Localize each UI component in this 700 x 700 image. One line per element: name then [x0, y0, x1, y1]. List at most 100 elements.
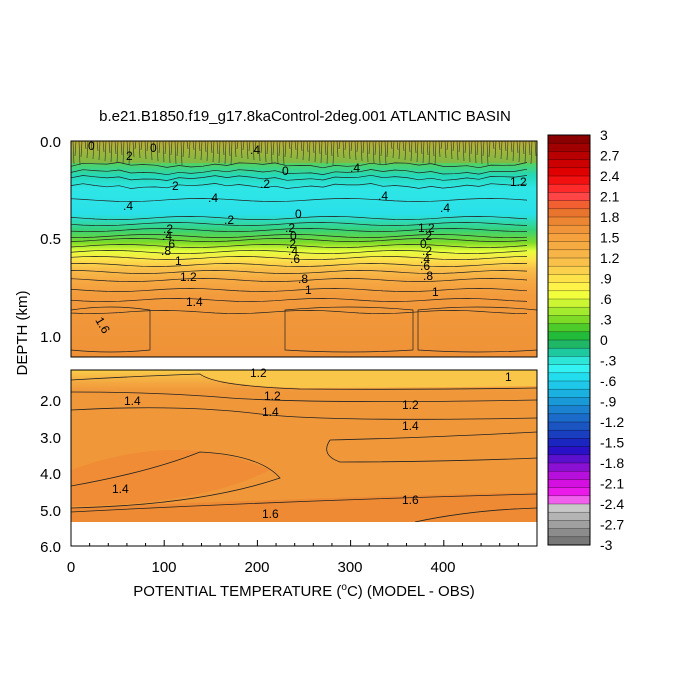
contour-line — [70, 391, 538, 402]
surface-noise-line — [228, 140, 231, 157]
surface-noise-line — [186, 140, 189, 150]
contour-label: .8 — [423, 269, 433, 283]
x-tick-label: 200 — [244, 559, 269, 576]
lower-panel: 1.2 1.2 1.4 1.4 1.2 1.4 1 1.4 1.6 1.6 — [70, 366, 538, 547]
surface-noise-line — [362, 140, 365, 154]
x-axis-labels: 0 100 200 300 400 — [67, 559, 456, 576]
surface-noise-line — [336, 140, 339, 158]
surface-noise-line — [428, 140, 431, 165]
contour-label: .2 — [285, 221, 295, 235]
contour-label: .4 — [123, 199, 133, 213]
surface-noise-line — [282, 140, 285, 166]
contour-label: 0 — [420, 237, 427, 251]
surface-noise-line — [456, 140, 459, 161]
surface-noise-line — [294, 140, 297, 151]
x-tick-label: 0 — [67, 559, 75, 576]
surface-noise-line — [440, 140, 443, 150]
surface-noise-line — [342, 140, 345, 159]
surface-noise-line — [530, 140, 533, 165]
contour-line — [70, 451, 281, 509]
surface-noise-line — [252, 140, 255, 161]
colorbar-tick-label: .3 — [600, 312, 612, 328]
colorbar-swatch — [548, 504, 590, 513]
contour-label: 0 — [150, 141, 157, 155]
colorbar-tick-label: 0 — [600, 332, 608, 348]
surface-noise-line — [234, 140, 237, 158]
surface-noise-line — [410, 140, 413, 162]
contour-label: .2 — [422, 229, 432, 243]
surface-noise-line — [398, 140, 401, 160]
contour-label: 1.2 — [264, 389, 281, 403]
surface-noise-line — [368, 140, 371, 155]
surface-noise-line — [452, 140, 455, 152]
contour-line — [70, 216, 528, 220]
surface-noise-line — [350, 140, 353, 152]
surface-noise-line — [284, 140, 287, 158]
surface-noise-line — [120, 140, 123, 156]
contour-label: .6 — [165, 237, 175, 251]
surface-noise-line — [246, 140, 249, 160]
surface-noise-line — [270, 140, 273, 164]
surface-noise-line — [122, 140, 125, 165]
contour-label: 1 — [175, 254, 182, 268]
surface-noise-line — [486, 140, 489, 166]
colorbar-tick-label: -1.2 — [600, 414, 624, 430]
surface-noise-line — [498, 140, 501, 151]
colorbar-swatch — [548, 176, 590, 185]
colorbar-swatch — [548, 479, 590, 488]
colorbar-tick-label: 2.4 — [600, 168, 620, 184]
colorbar-swatch — [548, 454, 590, 464]
surface-noise-line — [506, 140, 509, 161]
contour-line — [70, 407, 538, 420]
contour-label: 0 — [290, 229, 297, 243]
surface-noise-line — [98, 140, 101, 161]
surface-noise-line — [188, 140, 191, 159]
y-tick-label: 0.0 — [40, 134, 61, 151]
surface-noise-line — [476, 140, 479, 156]
surface-noise-line — [110, 140, 113, 163]
surface-noise-line — [134, 140, 137, 150]
surface-noise-line — [84, 140, 87, 150]
contour-label: 0 — [282, 164, 289, 178]
surface-noise-line — [348, 140, 351, 160]
surface-noise-line — [446, 140, 449, 151]
lower-panel-frame — [70, 369, 538, 547]
surface-noise-line — [80, 140, 83, 158]
colorbar-swatch — [548, 225, 590, 234]
contour-line — [70, 493, 538, 513]
surface-noise-line — [276, 140, 279, 165]
contour-label: 1.4 — [124, 394, 141, 408]
surface-noise-line — [108, 140, 111, 154]
surface-noise-line — [464, 140, 467, 154]
surface-noise-line — [522, 140, 525, 155]
contour-label: .2 — [260, 177, 270, 191]
surface-noise-line — [162, 140, 165, 163]
surface-noise-line — [92, 140, 95, 160]
contour-label: .4 — [420, 252, 430, 266]
surface-noise-line — [216, 140, 219, 155]
colorbar-frame — [547, 134, 591, 546]
surface-noise-line — [380, 140, 383, 157]
surface-noise-line — [174, 140, 177, 165]
surface-noise-line — [300, 140, 303, 152]
surface-noise-line — [332, 140, 335, 166]
colorbar-swatch — [548, 159, 590, 169]
contour-label: 1.4 — [186, 295, 203, 309]
colorbar-labels: 3 2.7 2.4 2.1 1.8 1.5 1.2 .9 .6 .3 0 -.3 -.6 -.9 -1.2 -… — [600, 127, 624, 553]
colorbar-swatch — [548, 364, 590, 374]
surface-noise-line — [102, 140, 105, 153]
x-axis-title: POTENTIAL TEMPERATURE (oC) (MODEL - OBS) — [133, 582, 474, 600]
surface-noise-line — [438, 140, 441, 158]
colorbar-tick-label: .9 — [600, 271, 612, 287]
colorbar-swatch — [548, 381, 590, 390]
surface-noise-line — [360, 140, 363, 162]
surface-noise-line — [156, 140, 159, 162]
surface-noise-line — [384, 140, 387, 166]
surface-noise-line — [500, 140, 503, 160]
surface-noise-line — [338, 140, 341, 150]
colorbar-swatch — [548, 389, 590, 398]
surface-noise-line — [140, 140, 143, 151]
x-axis-title-main: POTENTIAL TEMPERATURE ( — [133, 583, 341, 600]
surface-noise-line — [402, 140, 405, 152]
contour-line — [70, 238, 528, 242]
